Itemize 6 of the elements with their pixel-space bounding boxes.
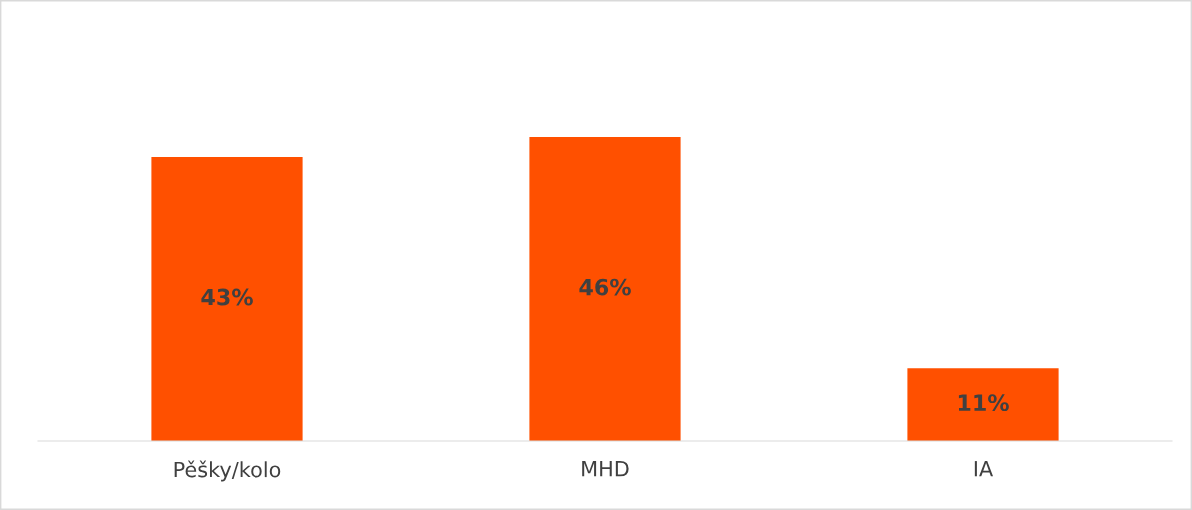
x-tick-label: IA xyxy=(974,461,994,477)
data-label: 43% xyxy=(201,288,253,306)
x-tick-label: Pěšky/kolo xyxy=(174,460,281,482)
data-label: 46% xyxy=(579,278,631,296)
data-label: 11% xyxy=(958,394,1009,412)
x-tick-label: MHD xyxy=(582,461,629,477)
